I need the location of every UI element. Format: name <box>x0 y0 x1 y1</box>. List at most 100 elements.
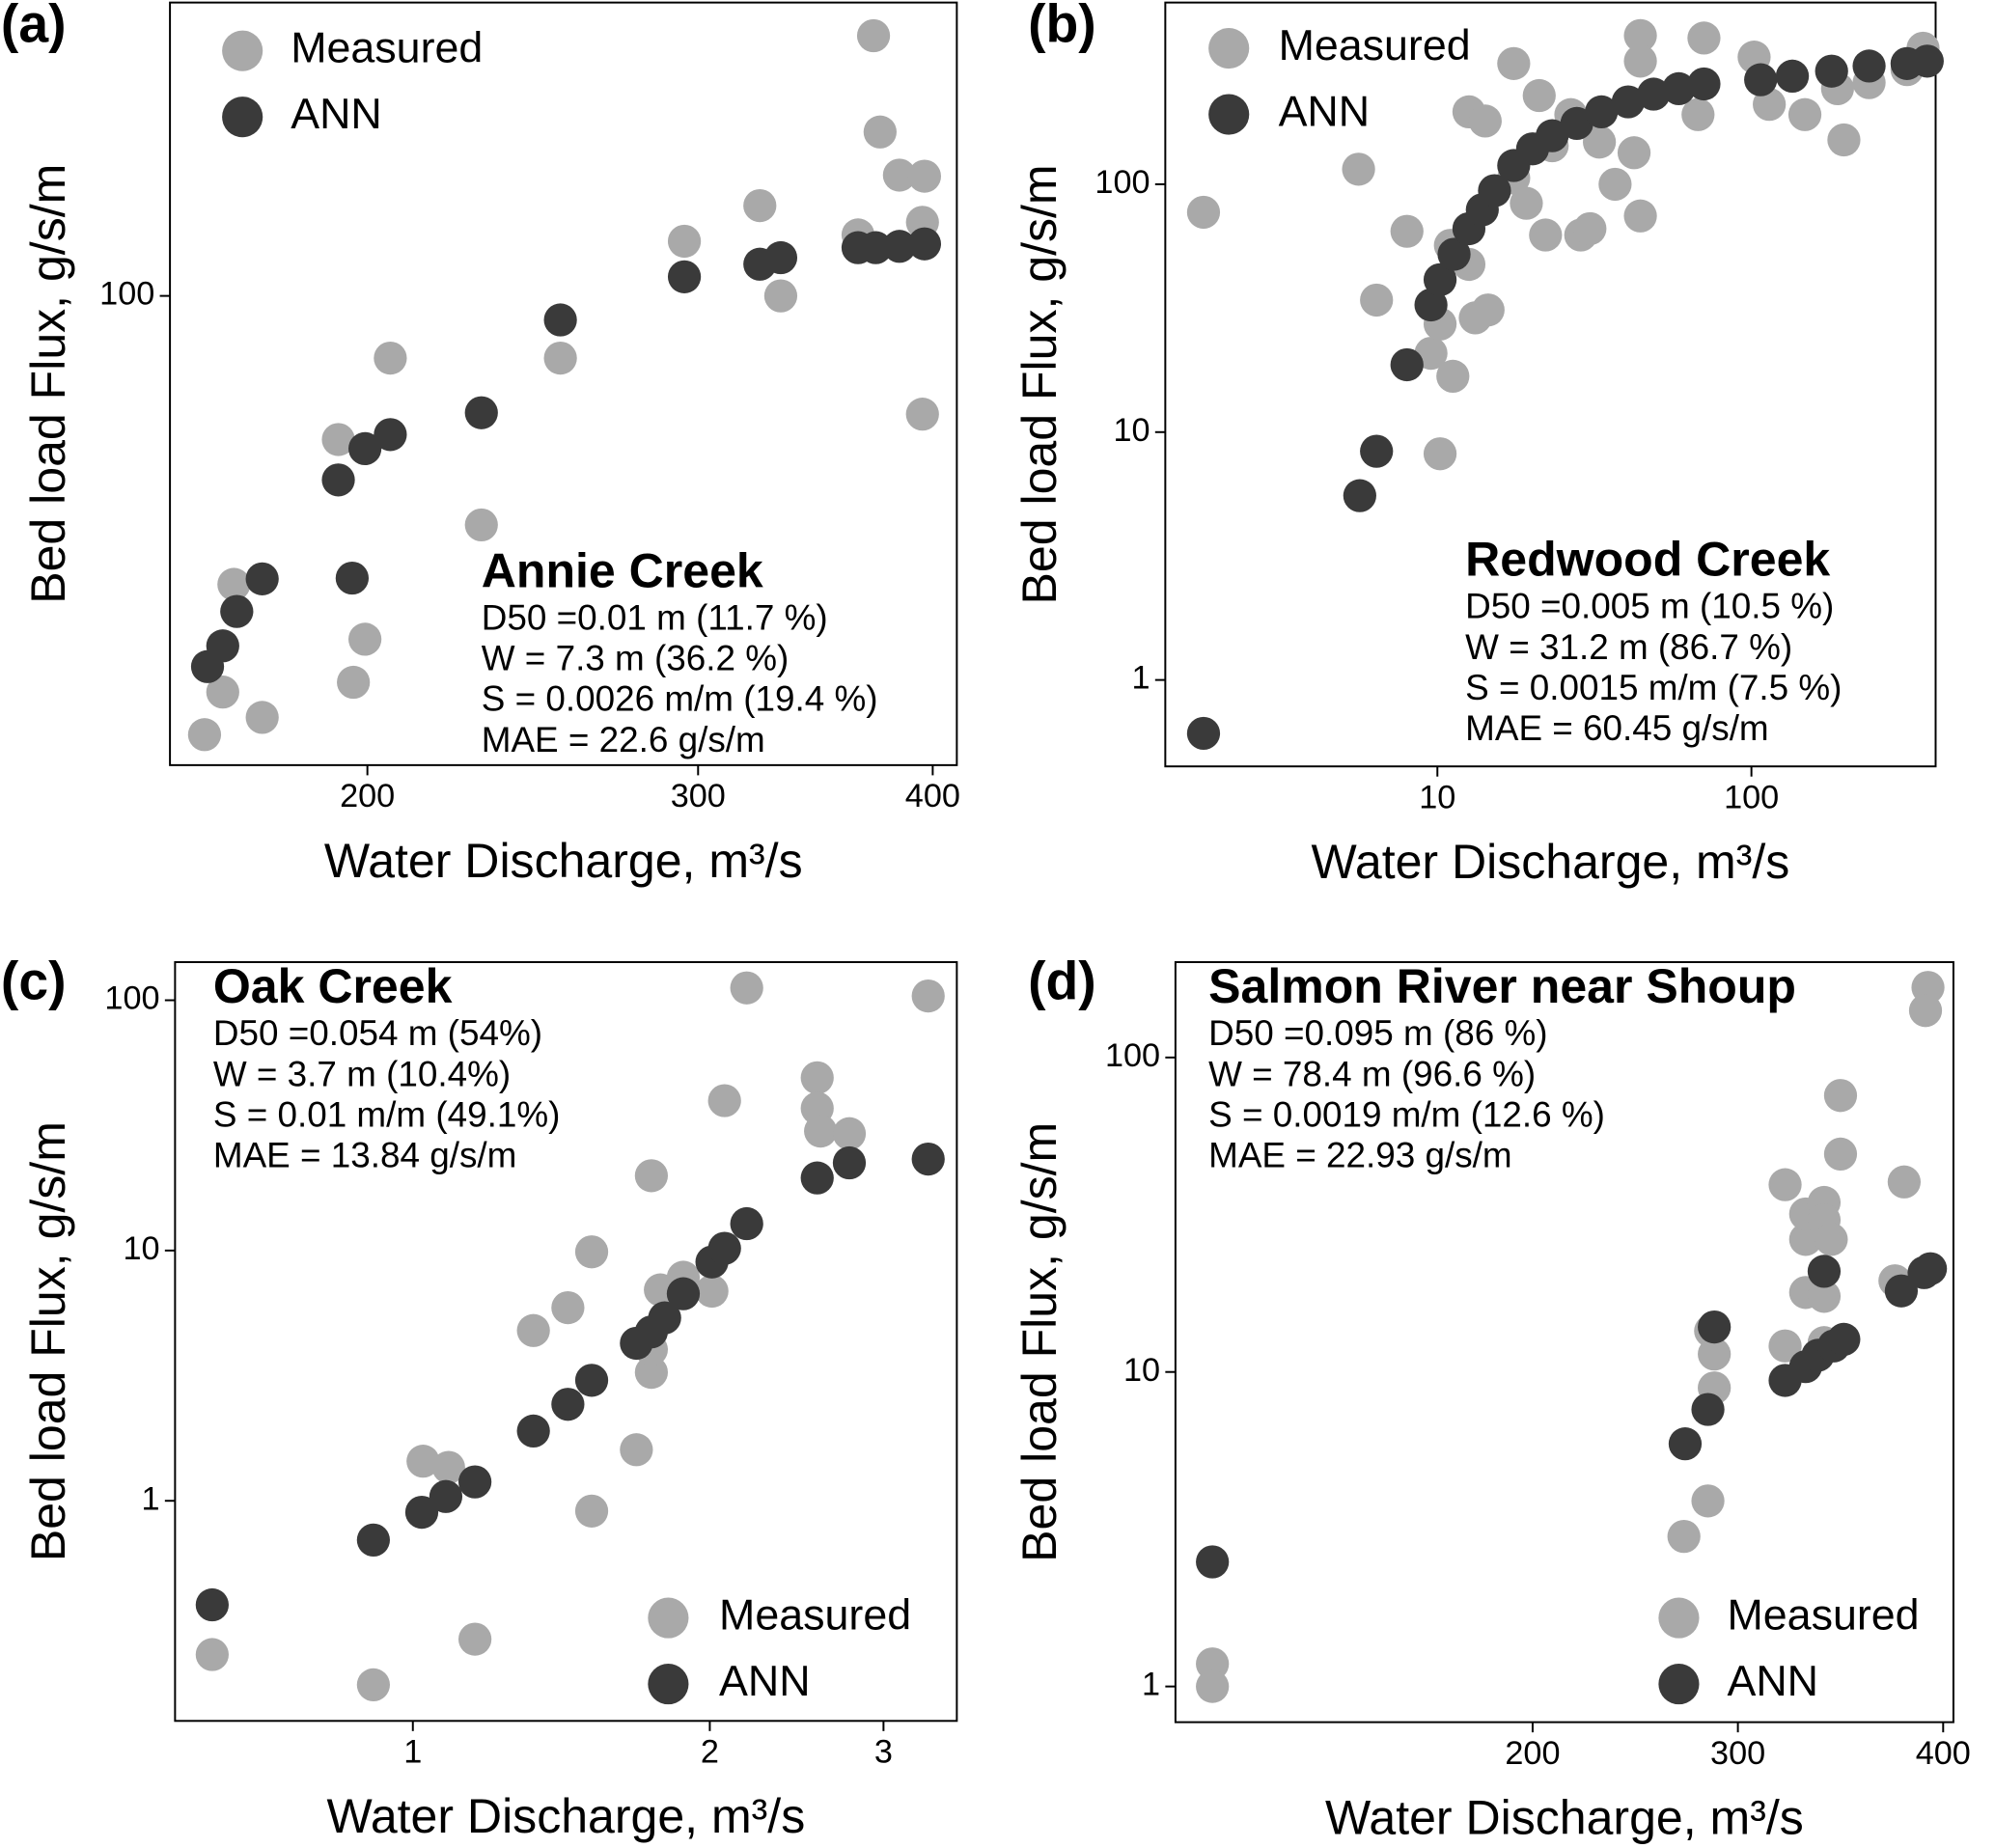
data-point <box>220 594 254 628</box>
data-point <box>574 1364 609 1397</box>
legend-marker <box>1658 1664 1700 1705</box>
panel-label: (d) <box>1028 951 1096 1010</box>
data-point <box>1623 199 1657 233</box>
data-point <box>1186 716 1221 751</box>
data-point <box>516 1414 550 1448</box>
annotation-line: D50 =0.095 m (86 %) <box>1208 1013 1547 1053</box>
data-point <box>907 227 942 261</box>
legend-marker <box>222 97 263 138</box>
data-point <box>1423 437 1457 471</box>
panel: 200 300 400 100 Water Discharge, m³/s Bed loa… <box>1 0 960 888</box>
legend-label: Measured <box>1727 1590 1919 1639</box>
data-point <box>800 1161 834 1195</box>
data-point <box>1390 214 1424 248</box>
y-tick-label: 10 <box>1123 1352 1160 1389</box>
data-point <box>743 188 777 223</box>
data-point <box>1681 97 1715 131</box>
legend-label: Measured <box>1279 21 1471 69</box>
data-point <box>1186 195 1221 230</box>
annotation-line: D50 =0.054 m (54%) <box>213 1013 542 1053</box>
legend-marker <box>222 30 263 71</box>
data-point <box>1522 78 1556 113</box>
annotation-title: Redwood Creek <box>1465 533 1830 587</box>
data-point <box>1196 1545 1230 1579</box>
x-tick-label: 1 <box>403 1734 422 1771</box>
x-tick-label: 200 <box>340 778 395 814</box>
data-point <box>1698 1338 1732 1371</box>
data-point <box>543 303 577 337</box>
data-point <box>321 463 355 497</box>
data-point <box>1471 293 1505 327</box>
legend-label: ANN <box>1279 87 1371 135</box>
data-point <box>667 224 702 259</box>
annotation-line: D50 =0.01 m (11.7 %) <box>482 597 828 637</box>
data-point <box>206 629 239 663</box>
data-point <box>1611 85 1646 119</box>
data-point <box>1573 211 1607 246</box>
data-point <box>347 622 382 656</box>
data-point <box>1823 1137 1858 1172</box>
data-point <box>457 1622 492 1656</box>
data-point <box>1687 21 1721 55</box>
data-point <box>406 1445 440 1478</box>
data-point <box>1436 359 1470 394</box>
data-point <box>551 1290 585 1325</box>
y-tick-label: 100 <box>1105 1037 1160 1074</box>
panel-label: (a) <box>1 0 67 54</box>
legend-label: ANN <box>291 90 382 138</box>
data-point <box>516 1313 550 1347</box>
data-point <box>1623 18 1657 52</box>
annotation-line: MAE = 22.93 g/s/m <box>1208 1136 1511 1175</box>
data-point <box>800 1061 834 1094</box>
data-point <box>337 665 371 700</box>
data-point <box>911 1142 945 1176</box>
data-point <box>863 115 897 149</box>
data-point <box>457 1465 492 1499</box>
data-point <box>763 279 798 313</box>
legend-marker <box>1658 1597 1700 1639</box>
data-point <box>1342 152 1375 186</box>
data-point <box>464 508 498 542</box>
data-point <box>1414 288 1448 322</box>
data-point <box>1691 1393 1725 1426</box>
data-point <box>707 1084 741 1117</box>
data-point <box>667 260 702 293</box>
data-point <box>206 676 239 709</box>
data-point <box>374 341 407 375</box>
annotation-line: S = 0.0015 m/m (7.5 %) <box>1465 668 1842 707</box>
data-point <box>1775 59 1810 94</box>
y-tick-label: 100 <box>104 980 159 1017</box>
panel: 10 100 1 10 100 Water Discharge, m³/s Bed load… <box>1012 0 1944 889</box>
data-point <box>1468 104 1502 138</box>
data-point <box>1390 347 1424 382</box>
data-point <box>1744 63 1778 97</box>
data-point <box>245 562 279 595</box>
plot-frame <box>1164 1 1937 768</box>
annotation-title: Salmon River near Shoup <box>1208 959 1796 1013</box>
data-point <box>1698 1310 1732 1344</box>
data-point <box>832 1145 867 1180</box>
data-point <box>882 158 917 192</box>
annotation-line: W = 7.3 m (36.2 %) <box>482 639 790 678</box>
annotation-line: D50 =0.005 m (10.5 %) <box>1465 587 1834 626</box>
data-point <box>217 567 251 601</box>
data-point <box>1827 1322 1861 1357</box>
y-tick-label: 100 <box>99 276 154 313</box>
x-tick-label: 2 <box>701 1734 719 1771</box>
data-point <box>907 159 942 193</box>
x-tick-label: 100 <box>1724 779 1779 815</box>
data-point <box>1529 218 1563 252</box>
data-point <box>1884 1274 1919 1308</box>
legend-label: ANN <box>719 1657 811 1705</box>
annotation-line: MAE = 22.6 g/s/m <box>482 720 765 759</box>
data-point <box>1908 994 1943 1028</box>
data-point <box>911 979 945 1013</box>
data-point <box>634 1355 669 1390</box>
data-point <box>856 18 891 53</box>
data-point <box>1360 434 1394 468</box>
annotation-line: W = 31.2 m (86.7 %) <box>1465 627 1792 667</box>
data-point <box>695 1274 729 1309</box>
data-point <box>882 230 917 263</box>
y-tick-label: 100 <box>1094 164 1150 201</box>
y-axis-label: Bed load Flux, g/s/m <box>1012 164 1067 604</box>
